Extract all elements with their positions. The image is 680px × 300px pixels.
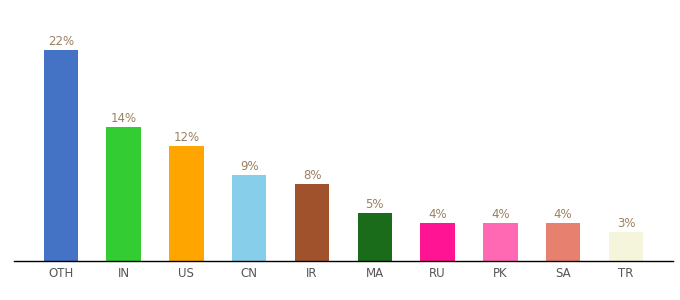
Text: 4%: 4% [554, 208, 573, 221]
Bar [106, 127, 141, 261]
Text: 3%: 3% [617, 217, 635, 230]
Bar [358, 213, 392, 261]
Text: 5%: 5% [366, 198, 384, 211]
Text: 12%: 12% [173, 131, 199, 144]
Bar [294, 184, 329, 261]
Text: 8%: 8% [303, 169, 321, 182]
Bar [420, 223, 455, 261]
Text: 9%: 9% [240, 160, 258, 173]
Bar [169, 146, 204, 261]
Bar [609, 232, 643, 261]
Bar [44, 50, 78, 261]
Bar [546, 223, 581, 261]
Text: 14%: 14% [111, 112, 137, 125]
Text: 22%: 22% [48, 35, 74, 48]
Text: 4%: 4% [428, 208, 447, 221]
Bar [232, 175, 267, 261]
Text: 4%: 4% [491, 208, 510, 221]
Bar [483, 223, 517, 261]
